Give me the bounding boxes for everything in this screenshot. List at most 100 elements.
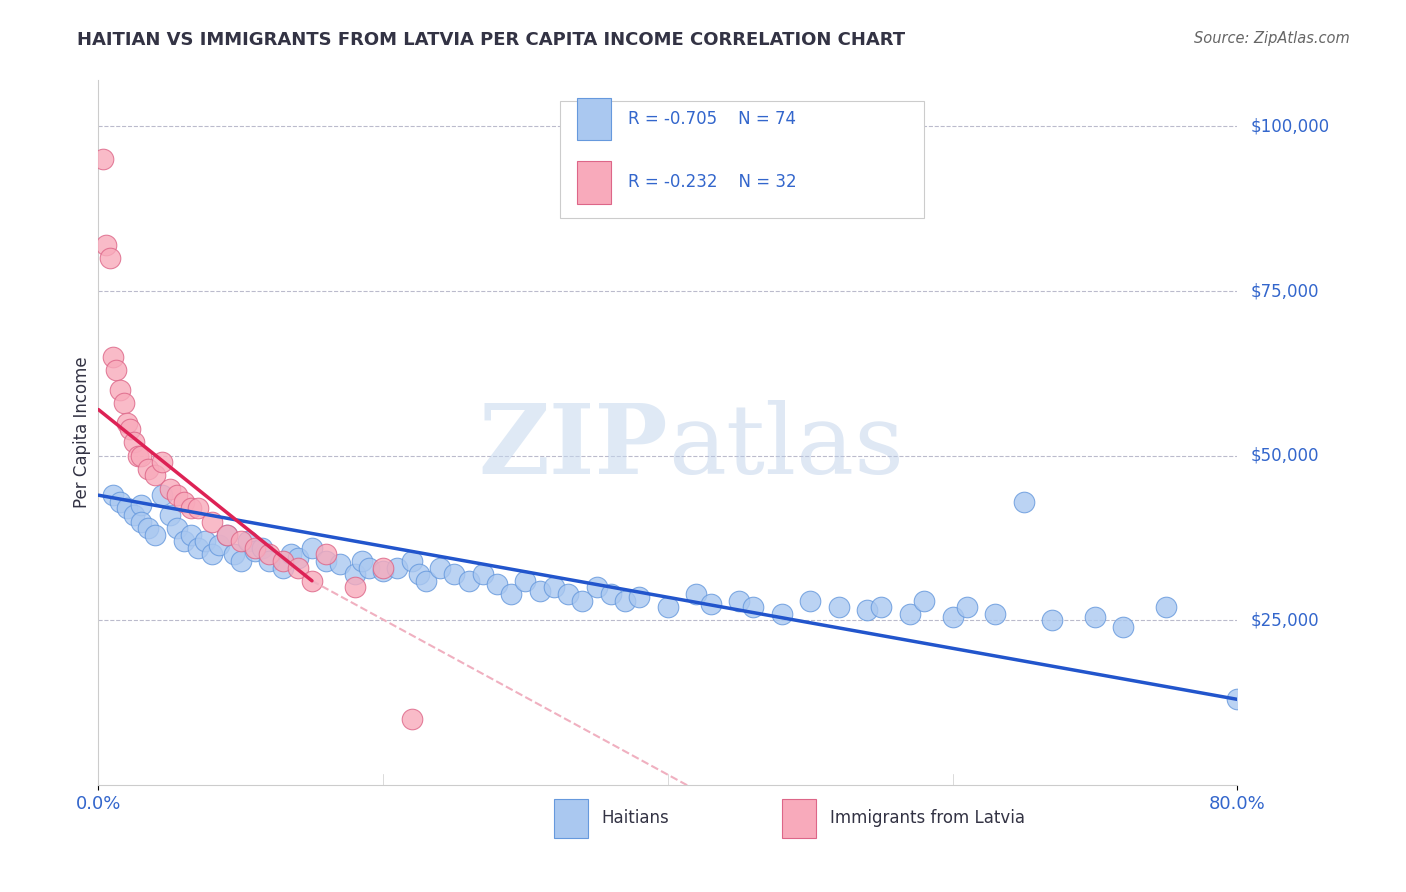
Point: [180, 527, 202, 541]
Text: Haitians: Haitians: [602, 809, 669, 828]
Point: [942, 610, 965, 624]
Point: [457, 574, 479, 588]
FancyBboxPatch shape: [576, 161, 610, 203]
Point: [159, 508, 181, 522]
Point: [91, 153, 114, 167]
Point: [408, 567, 430, 582]
Point: [371, 564, 394, 578]
Point: [1040, 613, 1063, 627]
Point: [136, 521, 159, 535]
Point: [287, 550, 309, 565]
Point: [215, 527, 238, 541]
Text: Source: ZipAtlas.com: Source: ZipAtlas.com: [1194, 31, 1350, 46]
Point: [166, 521, 188, 535]
Point: [1084, 610, 1107, 624]
Y-axis label: Per Capita Income: Per Capita Income: [73, 357, 91, 508]
Point: [984, 607, 1007, 621]
Point: [222, 548, 245, 562]
Point: [557, 587, 579, 601]
FancyBboxPatch shape: [782, 799, 815, 838]
Point: [1112, 620, 1135, 634]
Point: [129, 498, 152, 512]
Point: [173, 495, 195, 509]
Point: [273, 560, 295, 574]
Point: [471, 567, 494, 582]
Point: [571, 593, 593, 607]
Point: [243, 544, 266, 558]
Text: R = -0.705    N = 74: R = -0.705 N = 74: [628, 110, 796, 128]
Point: [208, 538, 231, 552]
Point: [515, 574, 537, 588]
Point: [301, 574, 323, 588]
Point: [112, 396, 135, 410]
Point: [108, 495, 131, 509]
Point: [657, 600, 679, 615]
Point: [415, 574, 437, 588]
Point: [101, 488, 124, 502]
Point: [152, 488, 174, 502]
Point: [799, 593, 821, 607]
Point: [600, 587, 623, 601]
Point: [145, 468, 167, 483]
Point: [115, 501, 138, 516]
Point: [280, 548, 302, 562]
Point: [870, 600, 893, 615]
Point: [127, 449, 149, 463]
Point: [912, 593, 935, 607]
Point: [614, 593, 637, 607]
Point: [371, 560, 394, 574]
Point: [145, 527, 167, 541]
Point: [215, 527, 238, 541]
Point: [343, 581, 366, 595]
Point: [529, 583, 551, 598]
Point: [350, 554, 373, 568]
Point: [401, 712, 423, 726]
Point: [229, 534, 252, 549]
Text: atlas: atlas: [668, 400, 904, 493]
Point: [387, 560, 409, 574]
Point: [243, 541, 266, 555]
Text: $100,000: $100,000: [1251, 118, 1330, 136]
Point: [898, 607, 921, 621]
Point: [187, 501, 209, 516]
Point: [770, 607, 793, 621]
Point: [122, 508, 145, 522]
Point: [856, 603, 879, 617]
Point: [180, 501, 202, 516]
Point: [236, 534, 259, 549]
Point: [166, 488, 188, 502]
Text: ZIP: ZIP: [478, 400, 668, 493]
Point: [486, 577, 509, 591]
Text: $50,000: $50,000: [1251, 447, 1319, 465]
Point: [250, 541, 273, 555]
Text: HAITIAN VS IMMIGRANTS FROM LATVIA PER CAPITA INCOME CORRELATION CHART: HAITIAN VS IMMIGRANTS FROM LATVIA PER CA…: [77, 31, 905, 49]
Point: [259, 548, 281, 562]
Point: [201, 548, 224, 562]
Point: [187, 541, 209, 555]
Point: [728, 593, 751, 607]
Point: [1012, 495, 1035, 509]
Point: [828, 600, 851, 615]
Point: [1226, 692, 1249, 706]
FancyBboxPatch shape: [576, 98, 610, 140]
Point: [585, 581, 607, 595]
Point: [108, 383, 131, 397]
Point: [94, 238, 117, 252]
Point: [742, 600, 765, 615]
Point: [173, 534, 195, 549]
Point: [956, 600, 979, 615]
Point: [343, 567, 366, 582]
Text: $25,000: $25,000: [1251, 611, 1320, 630]
Point: [1154, 600, 1177, 615]
FancyBboxPatch shape: [554, 799, 588, 838]
Point: [301, 541, 323, 555]
Point: [685, 587, 707, 601]
Point: [699, 597, 721, 611]
FancyBboxPatch shape: [560, 102, 924, 218]
Point: [287, 560, 309, 574]
Point: [628, 591, 651, 605]
Text: $75,000: $75,000: [1251, 282, 1319, 300]
Point: [443, 567, 465, 582]
Point: [159, 482, 181, 496]
Point: [315, 554, 337, 568]
